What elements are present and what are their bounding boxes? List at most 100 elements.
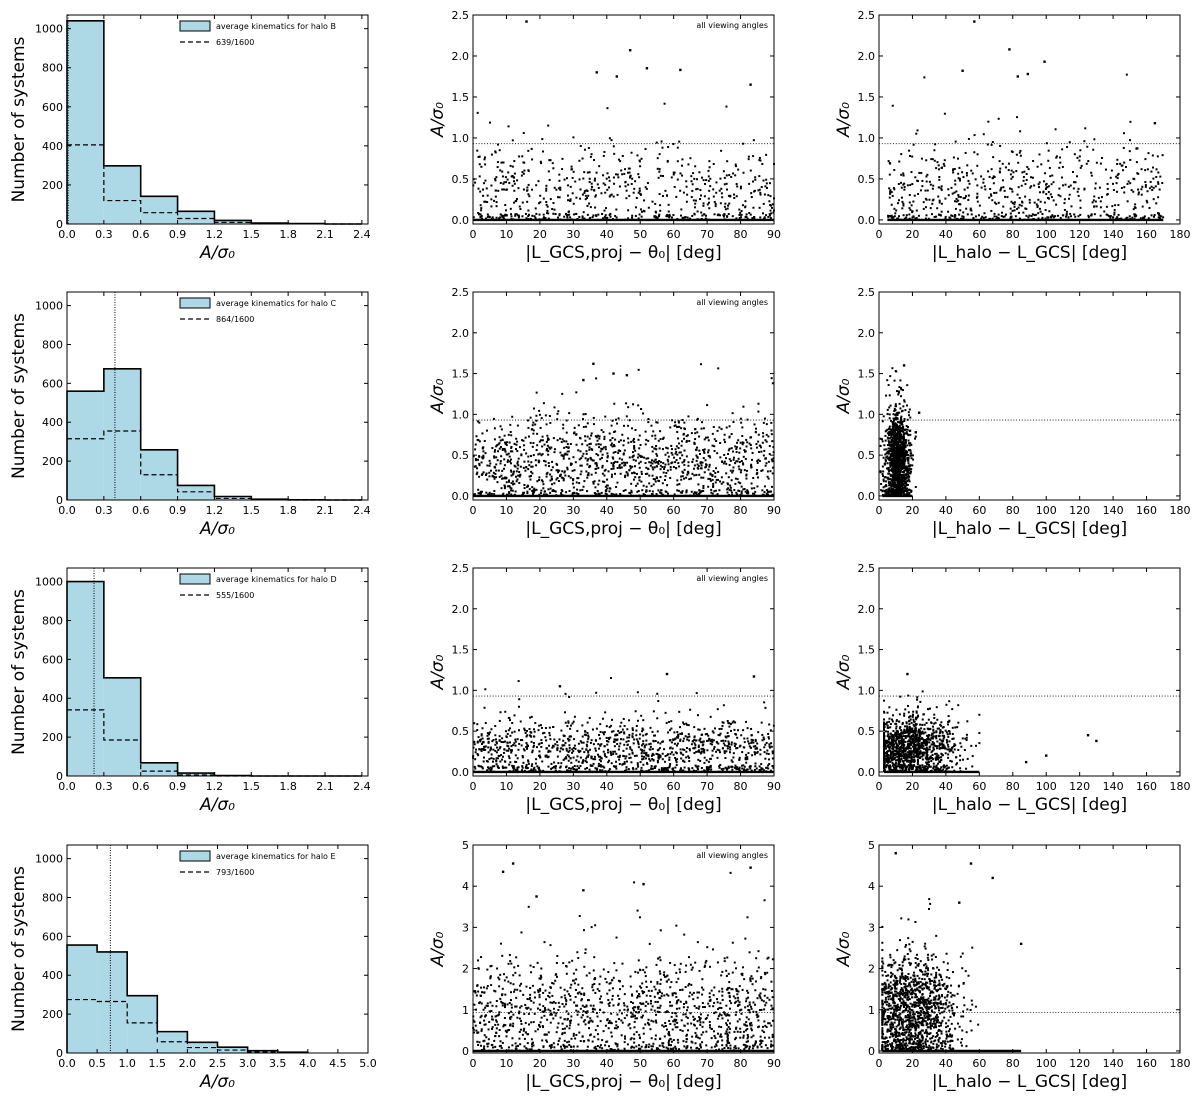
scatterL-C-point <box>573 486 575 488</box>
scatterL-C-point <box>709 464 711 466</box>
scatterL-C-point <box>697 457 699 459</box>
scatterH-C-point <box>910 471 912 473</box>
scatterL-D-point <box>768 723 770 725</box>
scatterH-B-point <box>1080 207 1082 209</box>
scatterL-D-point <box>724 744 726 746</box>
scatterL-C-point <box>583 426 585 428</box>
scatterL-B-point <box>631 217 633 219</box>
scatterL-B-point <box>535 184 537 186</box>
scatterL-C-point <box>593 460 595 462</box>
scatterH-C-point <box>905 451 907 453</box>
scatterH-B-point <box>955 141 957 143</box>
scatterL-C-point <box>562 438 564 440</box>
scatterL-B-point <box>739 212 741 214</box>
scatterL-C-point <box>641 489 643 491</box>
scatterL-D-point <box>657 730 659 732</box>
scatterL-B-point <box>701 218 703 220</box>
scatterL-C-point <box>740 469 742 471</box>
scatterL-C-point <box>516 478 518 480</box>
scatterL-C-point <box>676 431 678 433</box>
scatterL-C-xtick-label: 70 <box>700 504 714 517</box>
scatterH-C-point <box>906 404 908 406</box>
scatterL-C-point <box>665 472 667 474</box>
scatterH-B-point <box>958 214 960 216</box>
scatterH-B-point <box>987 170 989 172</box>
scatterL-C-point <box>682 472 684 474</box>
scatterH-B-point <box>1012 210 1014 212</box>
scatterL-D-point <box>545 739 547 741</box>
scatterH-B-point <box>916 180 918 182</box>
scatterH-B-point <box>1074 153 1076 155</box>
scatterL-C-point <box>500 455 502 457</box>
scatterL-B-point <box>508 182 510 184</box>
hist-D-bar <box>104 678 141 776</box>
scatterH-B-point <box>994 176 996 178</box>
scatterL-C-point <box>499 476 501 478</box>
scatterH-B-point <box>1123 132 1125 134</box>
scatterL-C-point <box>614 439 616 441</box>
scatterH-B-point <box>1096 162 1098 164</box>
scatterL-C-point <box>591 448 593 450</box>
scatterL-D-point <box>540 746 542 748</box>
scatterL-C-point <box>595 377 597 379</box>
scatterL-C-point <box>593 423 595 425</box>
scatterL-B-point <box>558 174 560 176</box>
scatterL-B-point <box>611 194 613 196</box>
scatterL-C-point <box>551 476 553 478</box>
scatterH-C-point <box>899 431 901 433</box>
scatterL-C-point <box>536 433 538 435</box>
scatterL-D-point <box>734 765 736 767</box>
scatterL-B-point <box>765 154 767 156</box>
scatterH-B-point <box>1015 215 1017 217</box>
scatterL-C-point <box>634 476 636 478</box>
scatterL-C-point <box>732 451 734 453</box>
scatterL-B-point <box>576 218 578 220</box>
scatterH-B-point <box>1079 149 1081 151</box>
scatterH-C-point <box>888 473 890 475</box>
scatterL-D-point <box>642 719 644 721</box>
scatterH-B-point <box>892 217 894 219</box>
scatterL-B-point <box>686 194 688 196</box>
scatterL-C-point <box>555 463 557 465</box>
scatterL-B-point <box>754 179 756 181</box>
scatterL-C-point <box>595 494 597 496</box>
scatterL-C-point <box>574 427 576 429</box>
scatterL-C-point <box>534 424 536 426</box>
scatterH-B-point <box>1134 218 1136 220</box>
scatterL-C-point <box>687 472 689 474</box>
scatterL-C-point <box>694 438 696 440</box>
scatterL-C-point <box>537 453 539 455</box>
scatterH-B-point <box>977 153 979 155</box>
scatterH-B-point <box>1123 186 1125 188</box>
scatterH-C-point <box>888 469 890 471</box>
scatterL-D-point <box>626 737 628 739</box>
scatterL-C-point <box>673 466 675 468</box>
scatterL-C-point <box>692 458 694 460</box>
scatterH-B-point <box>1107 188 1109 190</box>
scatterL-B-point <box>720 150 722 152</box>
scatterH-B-point <box>1160 215 1162 217</box>
scatterH-C-point <box>896 390 898 392</box>
scatterL-C-point <box>535 459 537 461</box>
scatterL-C-point <box>651 459 653 461</box>
scatterH-B-ylabel: A/σ₀ <box>834 102 854 138</box>
scatterH-C-point <box>898 460 900 462</box>
scatterL-C-point <box>609 439 611 441</box>
scatterL-C-point <box>508 479 510 481</box>
scatterH-B-point <box>1036 204 1038 206</box>
scatterL-D-point <box>499 739 501 741</box>
scatterL-D-point <box>474 766 476 768</box>
scatterL-C-point <box>536 489 538 491</box>
scatterL-C-point <box>597 467 599 469</box>
scatterH-B-point <box>1101 196 1103 198</box>
scatterL-B-point <box>748 212 750 214</box>
scatterL-D-point <box>548 756 550 758</box>
scatterH-B-point <box>983 178 985 180</box>
scatterL-C-point <box>635 485 637 487</box>
scatterL-C-point <box>560 494 562 496</box>
scatterL-C-point <box>531 486 533 488</box>
scatterL-C-point <box>510 450 512 452</box>
scatterL-C-point <box>764 485 766 487</box>
scatterL-B-point <box>566 216 568 218</box>
scatterH-B-point <box>909 194 911 196</box>
